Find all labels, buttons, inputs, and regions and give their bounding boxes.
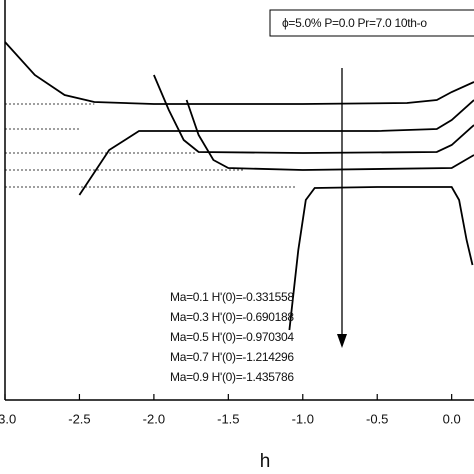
x-tick-label: -1.5: [217, 411, 239, 426]
annotation: Ma=0.1 H'(0)=-0.331558: [170, 290, 294, 304]
curve: [288, 186, 474, 331]
x-tick-label: -2.5: [68, 411, 90, 426]
curve: [4, 41, 474, 105]
curve: [185, 99, 474, 171]
x-axis-title: h: [260, 451, 271, 472]
legend-box: [269, 9, 474, 37]
x-tick-label: -1.0: [292, 411, 314, 426]
x-tick-label: -2.0: [143, 411, 165, 426]
x-tick-label: -3.0: [0, 411, 16, 426]
annotation: Ma=0.7 H'(0)=-1.214296: [170, 350, 294, 364]
x-tick-label: -0.5: [366, 411, 388, 426]
annotation: Ma=0.9 H'(0)=-1.435786: [170, 370, 294, 384]
curve: [153, 74, 474, 154]
arrow-head: [337, 334, 347, 348]
curve: [78, 99, 474, 196]
legend-text: ϕ=5.0% P=0.0 Pr=7.0 10th-o: [282, 16, 427, 30]
annotation: Ma=0.3 H'(0)=-0.690188: [170, 310, 294, 324]
annotation: Ma=0.5 H'(0)=-0.970304: [170, 330, 294, 344]
x-tick-label: 0.0: [443, 411, 461, 426]
